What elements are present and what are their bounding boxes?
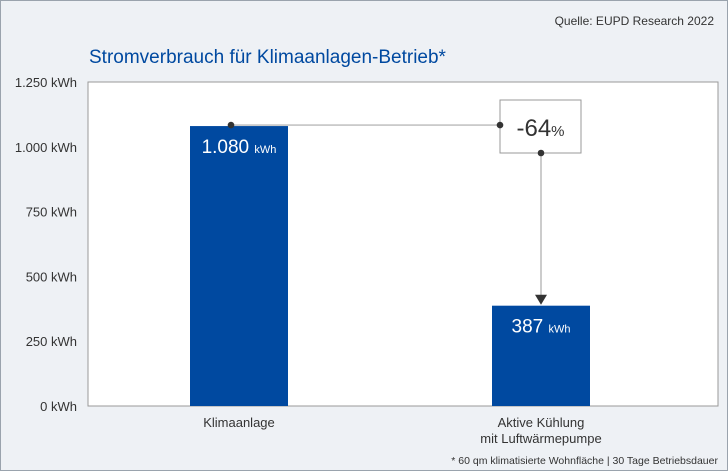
source-label: Quelle: EUPD Research 2022 [555,14,715,28]
data-label: 1.080 kWh [202,137,277,158]
y-tick-label: 1.000 kWh [15,140,77,155]
arrowhead-icon [535,294,547,305]
x-tick-label: Aktive Kühlung [498,415,585,430]
x-tick-label: mit Luftwärmepumpe [480,431,601,446]
chart-title: Stromverbrauch für Klimaanlagen-Betrieb* [89,47,447,68]
bar [190,126,288,407]
connector-dot [496,121,504,129]
y-tick-label: 250 kWh [26,334,77,349]
data-label: 387 kWh [512,317,571,338]
footnote: * 60 qm klimatisierte Wohnfläche | 30 Ta… [451,455,718,467]
change-annotation: -64% [227,99,582,305]
change-label: -64% [516,115,564,142]
y-tick-label: 1.250 kWh [15,75,77,90]
y-tick-label: 750 kWh [26,205,77,220]
connector-dot [537,149,545,157]
connector-dot [227,121,235,129]
y-axis: 0 kWh 250 kWh 500 kWh 750 kWh 1.000 kWh 1.250… [15,75,77,414]
plot-area [87,81,719,407]
y-tick-label: 0 kWh [40,399,77,414]
bars: 1.080 kWh 387 kWh [190,126,590,407]
bar [492,305,590,406]
y-tick-label: 500 kWh [26,269,77,284]
x-tick-label: Klimaanlage [203,415,275,430]
